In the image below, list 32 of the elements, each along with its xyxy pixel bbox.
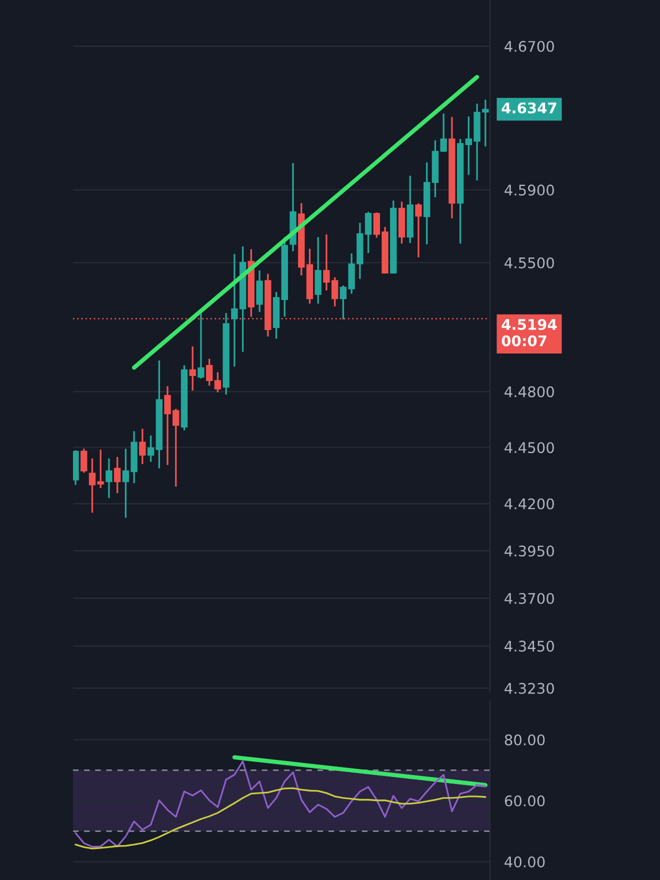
y-tick-label: 60.00 — [504, 795, 545, 806]
ref-line-label: 4.5194 — [502, 318, 557, 330]
candlestick — [206, 358, 213, 386]
candlestick — [314, 236, 322, 304]
y-tick-label: 40.00 — [504, 856, 545, 868]
candlestick — [139, 428, 146, 465]
y-tick-label: 4.4500 — [504, 442, 554, 454]
y-tick-label: 4.5900 — [504, 184, 554, 196]
candlestick — [106, 458, 112, 499]
candlestick — [256, 270, 263, 313]
text: 4.6347 — [502, 102, 556, 114]
y-tick-label: 4.5500 — [504, 257, 554, 268]
y-tick-label: 4.3950 — [504, 546, 554, 557]
y-tick-label: 4.3230 — [504, 682, 554, 694]
candlestick — [415, 202, 422, 258]
line-series — [74, 787, 486, 850]
text: 00:07 — [502, 335, 546, 346]
y-tick-label: 4.4800 — [504, 386, 554, 398]
y-tick-label: 4.4200 — [504, 498, 554, 510]
candlestick — [147, 434, 154, 463]
candlestick — [80, 448, 88, 474]
line-series — [74, 760, 486, 848]
y-tick-label: 4.3450 — [504, 640, 554, 652]
candlestick — [88, 458, 96, 514]
candlestick — [198, 312, 204, 380]
y-tick-label: 4.3700 — [504, 592, 554, 604]
candlestick — [214, 371, 222, 394]
candlestick — [189, 346, 196, 392]
candlestick — [97, 448, 104, 489]
y-tick-label: 4.6700 — [504, 40, 554, 52]
candlestick — [114, 456, 121, 494]
y-tick-label: 80.00 — [504, 734, 545, 746]
